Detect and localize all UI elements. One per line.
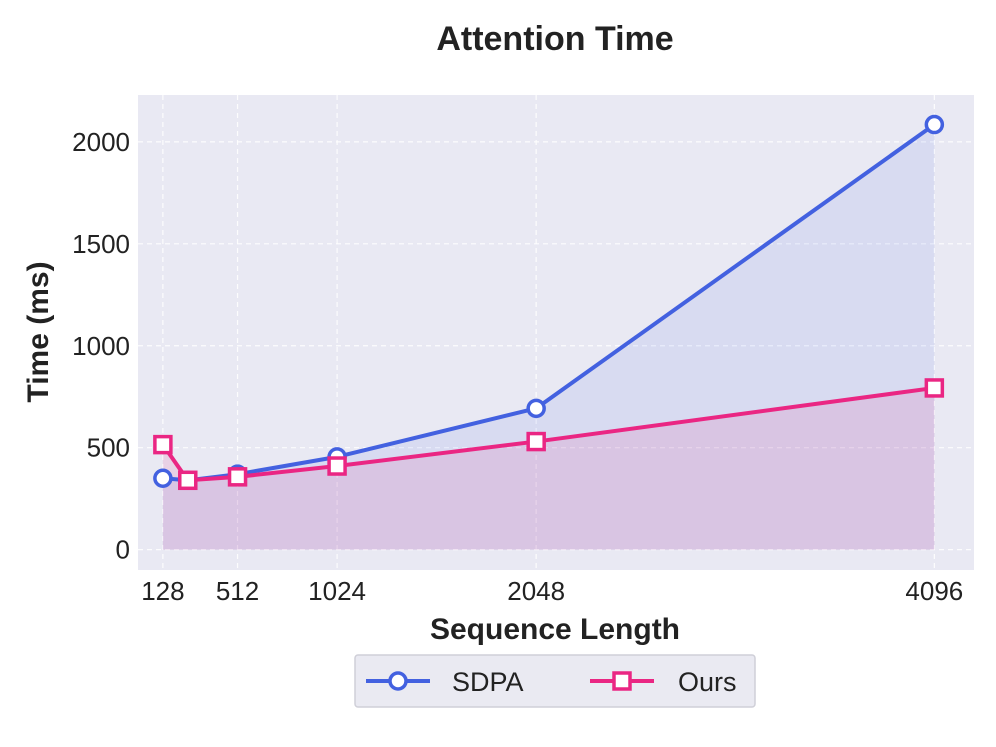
data-point-ours: [178, 470, 198, 491]
y-tick-label: 1500: [72, 229, 130, 259]
x-axis-label: Sequence Length: [430, 613, 680, 646]
y-tick-label: 2000: [72, 127, 130, 157]
x-tick-labels: 128 512 1024 2048 4096: [141, 576, 963, 606]
x-tick-label: 128: [141, 576, 184, 606]
data-point-ours: [227, 467, 248, 487]
data-point-ours: [153, 434, 173, 455]
y-tick-label: 0: [116, 535, 130, 565]
chart-title: Attention Time: [436, 20, 673, 58]
legend-label-sdpa: SDPA: [452, 667, 524, 697]
area-sdpa: [162, 124, 935, 550]
y-tick-labels: 0 500 1000 1500 2000: [72, 127, 130, 565]
area-fills: [162, 124, 935, 550]
x-tick-label: 512: [216, 576, 259, 606]
data-point-sdpa: [924, 114, 945, 135]
legend-box: [354, 654, 756, 708]
data-point-sdpa: [153, 468, 173, 489]
y-tick-label: 500: [87, 433, 130, 463]
legend-label-ours: Ours: [678, 667, 737, 697]
x-tick-label: 4096: [905, 576, 963, 606]
legend: SDPA Ours: [354, 654, 756, 708]
plot-area: [138, 95, 974, 570]
x-tick-label: 1024: [308, 576, 366, 606]
data-point-sdpa: [526, 398, 546, 419]
data-point-ours: [327, 456, 347, 476]
area-ours: [162, 387, 935, 550]
y-tick-label: 1000: [72, 331, 130, 361]
data-point-ours: [924, 378, 945, 398]
series-markers: [153, 114, 945, 491]
x-tick-label: 2048: [507, 576, 565, 606]
legend-marker-sdpa: [388, 671, 408, 691]
data-point-ours: [526, 431, 546, 452]
grid: [138, 95, 974, 570]
legend-marker-ours: [612, 671, 632, 691]
y-axis-label: Time (ms): [22, 261, 55, 402]
